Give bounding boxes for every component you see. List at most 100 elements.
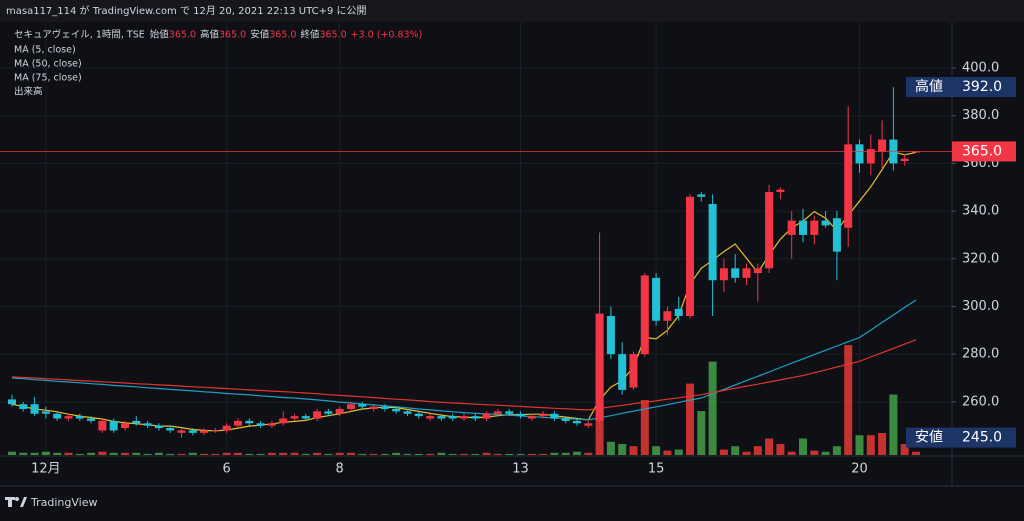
candle-body <box>437 416 446 419</box>
volume-bar <box>640 400 649 455</box>
ohlc-name: 安値 <box>250 29 270 41</box>
candle-body <box>674 308 683 316</box>
volume-bar <box>426 453 435 455</box>
volume-bar <box>222 452 231 455</box>
x-tick-label: 12月 <box>31 462 61 477</box>
y-tick-label: 280.0 <box>962 347 999 362</box>
candle-body <box>324 411 333 414</box>
candle-body <box>765 192 774 269</box>
candle-body <box>143 423 152 426</box>
candle-body <box>753 268 762 274</box>
logo-icon <box>20 497 27 507</box>
volume-bar <box>832 446 841 455</box>
y-tick-label: 300.0 <box>962 299 999 314</box>
volume-bar <box>87 452 96 455</box>
candle-body <box>719 268 728 281</box>
volume-bar <box>900 444 909 455</box>
volume-bar <box>765 438 774 455</box>
volume-bar <box>290 452 299 455</box>
candle-body <box>256 423 265 426</box>
price-marker <box>952 77 1016 98</box>
volume-bar <box>471 453 480 455</box>
volume-bar <box>561 452 570 455</box>
candle-body <box>505 411 514 414</box>
header-bar <box>0 0 1024 22</box>
volume-bar <box>267 452 276 455</box>
volume-bar <box>482 452 491 455</box>
volume-bar <box>606 441 615 455</box>
y-tick-label: 400.0 <box>962 61 999 76</box>
candle-body <box>279 418 288 424</box>
volume-bar <box>844 345 853 455</box>
volume-bar <box>584 452 593 455</box>
volume-bar <box>347 452 355 455</box>
volume-bar <box>245 453 254 455</box>
volume-bar <box>8 451 16 455</box>
candle-body <box>629 354 638 388</box>
candle-body <box>878 139 887 152</box>
candle-body <box>708 203 717 281</box>
volume-bar <box>742 451 751 455</box>
candle-body <box>19 404 28 409</box>
candle-body <box>539 413 548 417</box>
header-text: masa117_114 が TradingView.com で 12月 20, … <box>6 4 367 17</box>
volume-bar <box>629 446 638 455</box>
candle-body <box>188 430 197 433</box>
candle-body <box>177 430 186 433</box>
volume-bar <box>369 453 378 455</box>
candle-body <box>595 313 604 421</box>
candle-body <box>482 413 491 419</box>
candle-body <box>30 404 39 414</box>
volume-bar <box>799 438 807 455</box>
ohlc-value: 365.0 <box>169 30 196 41</box>
volume-bar <box>866 435 875 455</box>
ohlc-value: 365.0 <box>219 30 246 41</box>
volume-bar <box>539 453 548 455</box>
volume-bar <box>821 451 830 455</box>
volume-bar <box>573 451 581 455</box>
y-tick-label: 260.0 <box>962 394 999 409</box>
logo: TradingView <box>5 496 97 509</box>
candle-body <box>301 416 310 419</box>
ma-line <box>11 299 917 421</box>
candle-body <box>573 420 581 424</box>
volume-bar <box>53 452 62 455</box>
ohlc-name: 高値 <box>200 29 220 41</box>
volume-bar <box>776 444 785 455</box>
volume-bar <box>256 453 265 455</box>
candle-body <box>335 408 344 414</box>
candle-body <box>855 144 864 164</box>
candle-body <box>313 411 322 419</box>
candle-body <box>697 194 706 197</box>
volume-bar <box>550 452 559 455</box>
volume-bar <box>143 453 152 455</box>
ohlc-value: 365.0 <box>269 30 296 41</box>
candle-body <box>403 411 412 414</box>
volume-bar <box>618 444 627 455</box>
volume-bar <box>697 411 706 455</box>
volume-bar <box>188 452 197 455</box>
candle-body <box>8 399 16 405</box>
legend: セキュアヴェイル, 1時間, TSE 始値 365.0 高値 365.0 安値 365.0 終… <box>14 29 422 98</box>
volume-bar <box>403 453 412 455</box>
candle-body <box>358 404 367 407</box>
legend-entry: MA (5, close) <box>14 45 76 56</box>
volume-bar <box>527 453 536 455</box>
volume-bar <box>652 446 661 455</box>
candle-body <box>380 406 389 409</box>
candle-body <box>75 416 84 419</box>
candle-body <box>471 416 480 419</box>
candle-body <box>222 425 231 431</box>
candle-body <box>561 418 570 421</box>
candle-body <box>640 275 649 355</box>
logo-text: TradingView <box>30 496 97 509</box>
volume-bar <box>855 435 864 455</box>
volume-bar <box>121 452 129 455</box>
candle-body <box>234 420 242 426</box>
ma-line <box>11 339 917 411</box>
volume-bar <box>64 452 73 455</box>
candle-body <box>686 196 694 316</box>
candle-body <box>606 315 615 355</box>
chart-background <box>0 22 1024 517</box>
